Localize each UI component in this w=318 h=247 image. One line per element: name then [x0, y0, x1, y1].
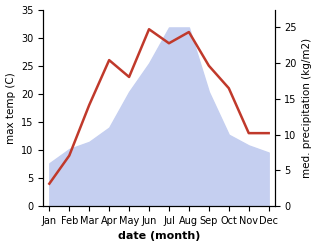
- X-axis label: date (month): date (month): [118, 231, 200, 242]
- Y-axis label: med. precipitation (kg/m2): med. precipitation (kg/m2): [302, 38, 313, 178]
- Y-axis label: max temp (C): max temp (C): [5, 72, 16, 144]
